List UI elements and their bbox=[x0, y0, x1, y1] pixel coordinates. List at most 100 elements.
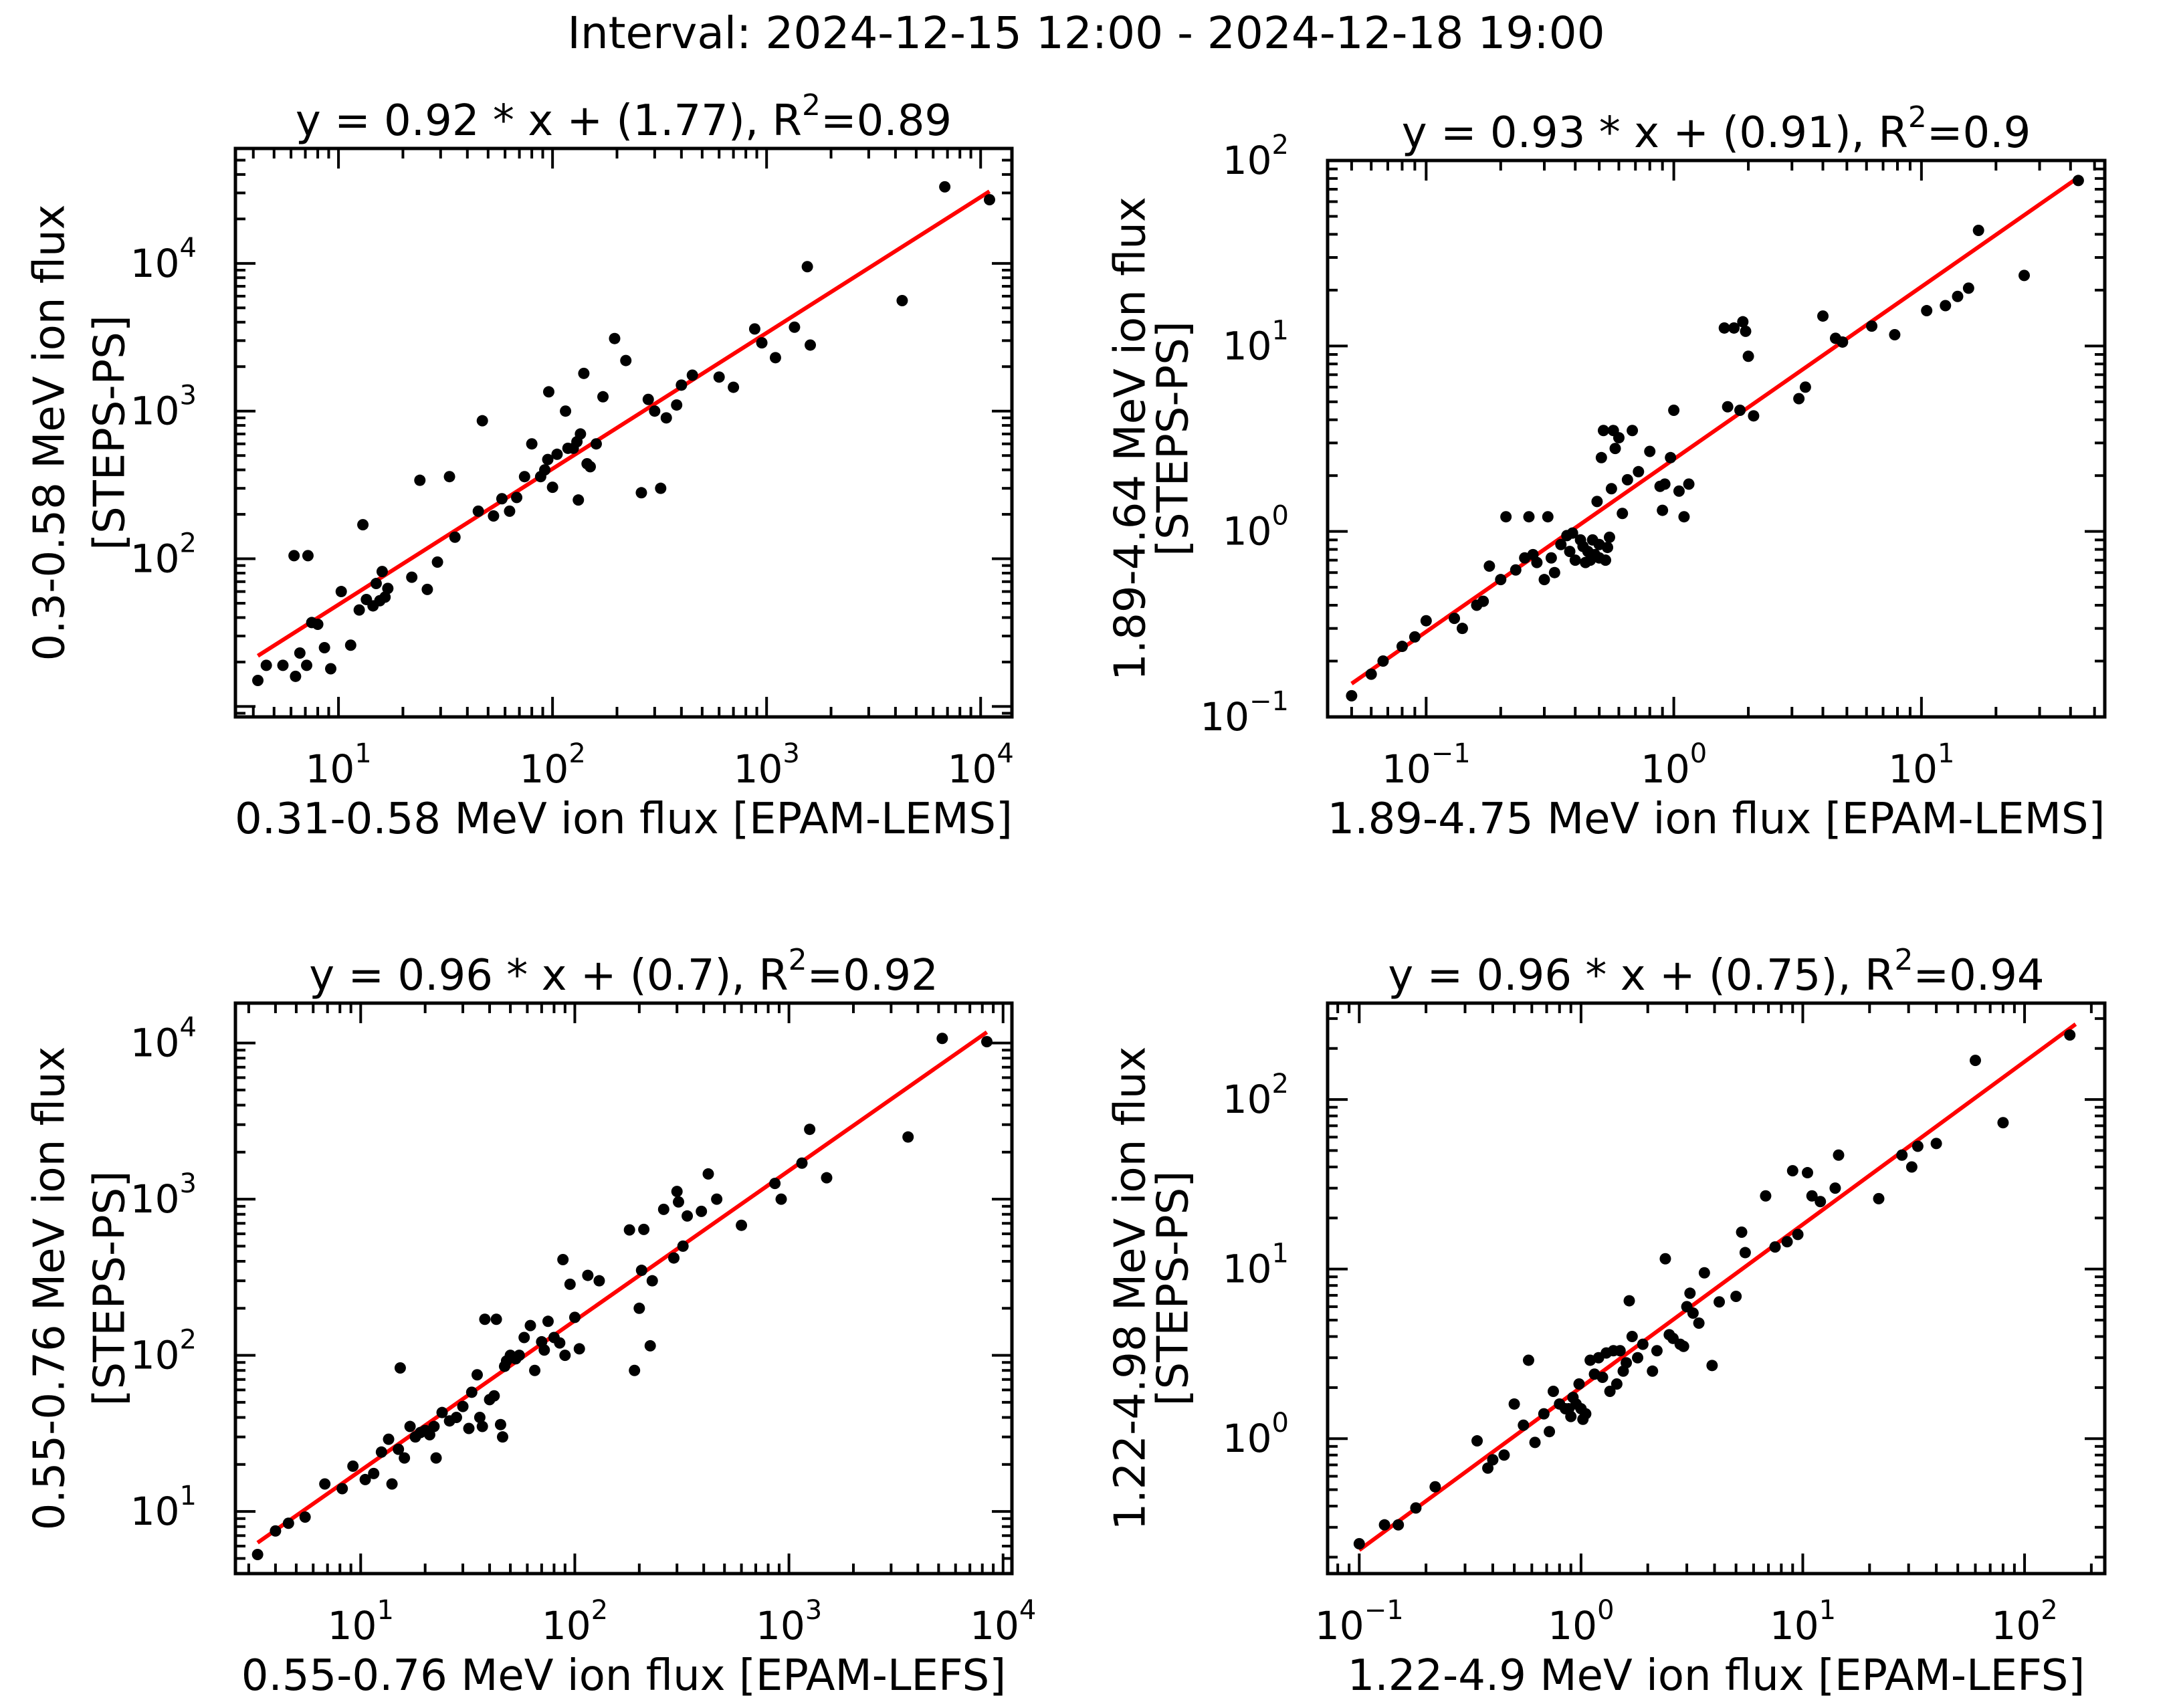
data-point bbox=[667, 1252, 680, 1264]
data-point bbox=[1815, 1196, 1827, 1208]
data-point bbox=[1591, 496, 1603, 508]
data-point bbox=[1603, 531, 1615, 543]
data-point bbox=[1627, 425, 1639, 437]
data-point bbox=[382, 582, 394, 595]
figure-suptitle: Interval: 2024-12-15 12:00 - 2024-12-18 … bbox=[567, 7, 1605, 59]
data-point bbox=[260, 659, 272, 671]
data-point bbox=[546, 482, 558, 494]
plot-frame bbox=[1326, 158, 2107, 719]
data-point bbox=[939, 181, 951, 193]
data-point bbox=[1449, 613, 1461, 625]
data-point bbox=[1911, 1140, 1924, 1152]
data-point bbox=[1495, 574, 1507, 586]
data-point bbox=[575, 428, 587, 440]
data-point bbox=[573, 1343, 585, 1355]
x-tick-label: 103 bbox=[734, 738, 800, 792]
data-point bbox=[638, 1223, 650, 1235]
data-point bbox=[1786, 1165, 1798, 1177]
x-tick-label: 10−1 bbox=[1315, 1595, 1404, 1648]
data-point bbox=[529, 1364, 541, 1376]
data-point bbox=[494, 1418, 506, 1430]
x-tick-label: 102 bbox=[520, 738, 586, 792]
data-point bbox=[1429, 1481, 1441, 1493]
y-tick-label: 10−1 bbox=[1200, 686, 1289, 740]
data-point bbox=[404, 1420, 416, 1432]
data-point bbox=[1482, 1462, 1494, 1474]
data-point bbox=[1544, 1426, 1556, 1438]
data-point bbox=[1522, 1354, 1534, 1366]
data-point bbox=[1829, 1182, 1841, 1194]
chart-bl: 101 102 103 104 101 102 103 104 y = 0.96 * x + (… bbox=[25, 943, 1037, 1701]
data-point bbox=[1377, 655, 1389, 667]
y-tick-label: 103 bbox=[130, 381, 197, 434]
data-point bbox=[251, 1548, 264, 1560]
data-point bbox=[490, 1313, 502, 1325]
data-point bbox=[896, 294, 908, 306]
data-point bbox=[414, 474, 426, 486]
data-point bbox=[649, 405, 661, 417]
data-point bbox=[1896, 1149, 1908, 1161]
data-point bbox=[1952, 290, 1964, 302]
data-point bbox=[450, 1412, 462, 1424]
data-point bbox=[682, 1210, 694, 1222]
chart-tl: 101 102 103 104 102 103 104 y = 0.92 * x + (1.7… bbox=[25, 88, 1014, 844]
data-point bbox=[775, 1193, 787, 1205]
data-point bbox=[1456, 623, 1468, 635]
data-point bbox=[1769, 1241, 1781, 1253]
chart-title: y = 0.93 * x + (0.91), R2=0.9 bbox=[1402, 100, 2031, 158]
data-point bbox=[488, 510, 500, 522]
data-point bbox=[1781, 1236, 1793, 1248]
y-axis-label: [STEPS-PS] bbox=[86, 315, 135, 550]
data-point bbox=[471, 1369, 483, 1381]
data-point bbox=[1545, 552, 1557, 564]
data-point bbox=[672, 1196, 684, 1208]
data-point bbox=[386, 1478, 398, 1490]
data-point bbox=[1728, 322, 1740, 334]
data-point bbox=[1605, 483, 1617, 495]
data-point bbox=[769, 352, 781, 364]
y-tick-label: 100 bbox=[1223, 501, 1289, 554]
data-point bbox=[1621, 473, 1633, 486]
x-tick-label: 101 bbox=[305, 738, 371, 792]
y-tick-label: 104 bbox=[130, 1012, 197, 1066]
data-point bbox=[1471, 1435, 1483, 1447]
fit-line bbox=[256, 189, 991, 658]
y-tick-label: 101 bbox=[1223, 1239, 1289, 1292]
data-point bbox=[1693, 1317, 1705, 1329]
data-point bbox=[488, 1390, 500, 1402]
data-point bbox=[290, 670, 302, 682]
data-point bbox=[902, 1131, 914, 1143]
data-point bbox=[1346, 689, 1358, 702]
data-point bbox=[376, 566, 388, 578]
data-point bbox=[1673, 485, 1685, 497]
data-point bbox=[335, 586, 347, 598]
y-tick-label: 102 bbox=[130, 1325, 197, 1378]
data-point bbox=[677, 1240, 689, 1252]
data-point bbox=[1940, 300, 1952, 312]
data-point bbox=[936, 1033, 948, 1045]
data-point bbox=[1677, 1340, 1689, 1352]
y-axis-label: [STEPS-PS] bbox=[86, 1171, 135, 1406]
data-point bbox=[1817, 310, 1829, 322]
chart-br: 10−1 100 101 102 100 101 102 y = 0.96 * x + (0.… bbox=[1106, 943, 2107, 1701]
data-point bbox=[1602, 542, 1614, 554]
data-point bbox=[696, 1205, 708, 1217]
data-point bbox=[590, 438, 602, 450]
x-tick-label: 101 bbox=[1770, 1595, 1836, 1648]
data-point bbox=[728, 381, 740, 393]
data-point bbox=[1569, 554, 1581, 566]
data-point bbox=[542, 453, 554, 465]
y-tick-label: 103 bbox=[130, 1168, 197, 1222]
fit-line bbox=[1358, 1023, 2077, 1552]
data-point bbox=[1353, 1537, 1365, 1550]
data-point bbox=[1596, 1371, 1609, 1383]
data-point bbox=[431, 556, 443, 568]
data-point bbox=[736, 1219, 748, 1231]
data-point bbox=[518, 1331, 530, 1344]
data-point bbox=[1678, 511, 1690, 523]
data-point bbox=[1580, 1408, 1592, 1420]
data-point bbox=[1597, 425, 1609, 437]
y-axis-label: [STEPS-PS] bbox=[1149, 1171, 1199, 1406]
data-point bbox=[593, 1275, 605, 1287]
data-point bbox=[1833, 1149, 1845, 1161]
